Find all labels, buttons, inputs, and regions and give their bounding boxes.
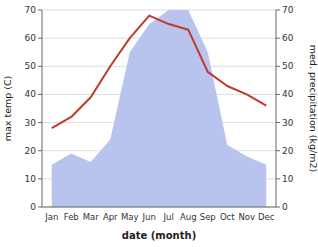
y2-tick-label: 60 (282, 33, 294, 43)
chart-container: 010203040506070010203040506070JanFebMarA… (0, 0, 318, 247)
y-tick (38, 178, 42, 179)
area (52, 10, 267, 207)
y2-tick-label: 40 (282, 89, 294, 99)
x-tick-label: Mar (83, 212, 100, 222)
y2-axis-line (276, 10, 277, 207)
y2-tick-label: 0 (282, 202, 288, 212)
y2-tick (276, 94, 280, 95)
x-tick-label: Dec (258, 212, 275, 222)
y2-tick-label: 50 (282, 61, 294, 71)
y-tick (38, 10, 42, 11)
y-tick-label: 60 (25, 33, 37, 43)
y-tick (38, 150, 42, 151)
grid-line (42, 207, 276, 208)
y2-tick-label: 30 (282, 118, 294, 128)
y-tick (38, 38, 42, 39)
y-tick (38, 207, 42, 208)
grid (42, 10, 276, 207)
x-tick-label: Feb (64, 212, 79, 222)
grid-line (42, 10, 276, 11)
chart: 010203040506070010203040506070JanFebMarA… (0, 0, 318, 247)
y-tick-label: 40 (25, 89, 37, 99)
y2-tick (276, 10, 280, 11)
y-axis-line (42, 10, 43, 207)
y2-tick-label: 10 (282, 174, 294, 184)
y2-tick-label: 20 (282, 146, 294, 156)
y-tick-label: 0 (30, 202, 36, 212)
y-tick-label: 30 (25, 118, 37, 128)
x-axis-title: date (month) (122, 230, 196, 241)
y-tick (38, 122, 42, 123)
y2-tick-label: 70 (282, 5, 294, 15)
y2-tick (276, 150, 280, 151)
x-tick-label: May (121, 212, 139, 222)
plot-area (52, 10, 267, 207)
y2-axis-title: med. precipitation (kg/m2) (308, 45, 318, 172)
y-tick (38, 94, 42, 95)
y-tick (38, 66, 42, 67)
y2-tick (276, 66, 280, 67)
x-tick-label: Jun (142, 212, 156, 222)
x-tick-label: Apr (103, 212, 118, 222)
y2-tick (276, 38, 280, 39)
y-axis-title: max temp (C) (2, 76, 13, 142)
x-axis-line (42, 207, 276, 208)
y2-tick (276, 207, 280, 208)
x-tick-label: Jul (163, 212, 174, 222)
x-tick-label: Nov (238, 212, 255, 222)
y-tick-label: 50 (25, 61, 37, 71)
x-tick-label: Sep (200, 212, 216, 222)
x-tick-label: Jan (44, 212, 58, 222)
y-tick-label: 70 (25, 5, 37, 15)
x-tick-label: Oct (220, 212, 235, 222)
line (52, 16, 267, 129)
y2-tick (276, 122, 280, 123)
y-tick-label: 10 (25, 174, 37, 184)
y2-tick (276, 178, 280, 179)
x-tick-label: Aug (180, 212, 197, 222)
y-tick-label: 20 (25, 146, 37, 156)
